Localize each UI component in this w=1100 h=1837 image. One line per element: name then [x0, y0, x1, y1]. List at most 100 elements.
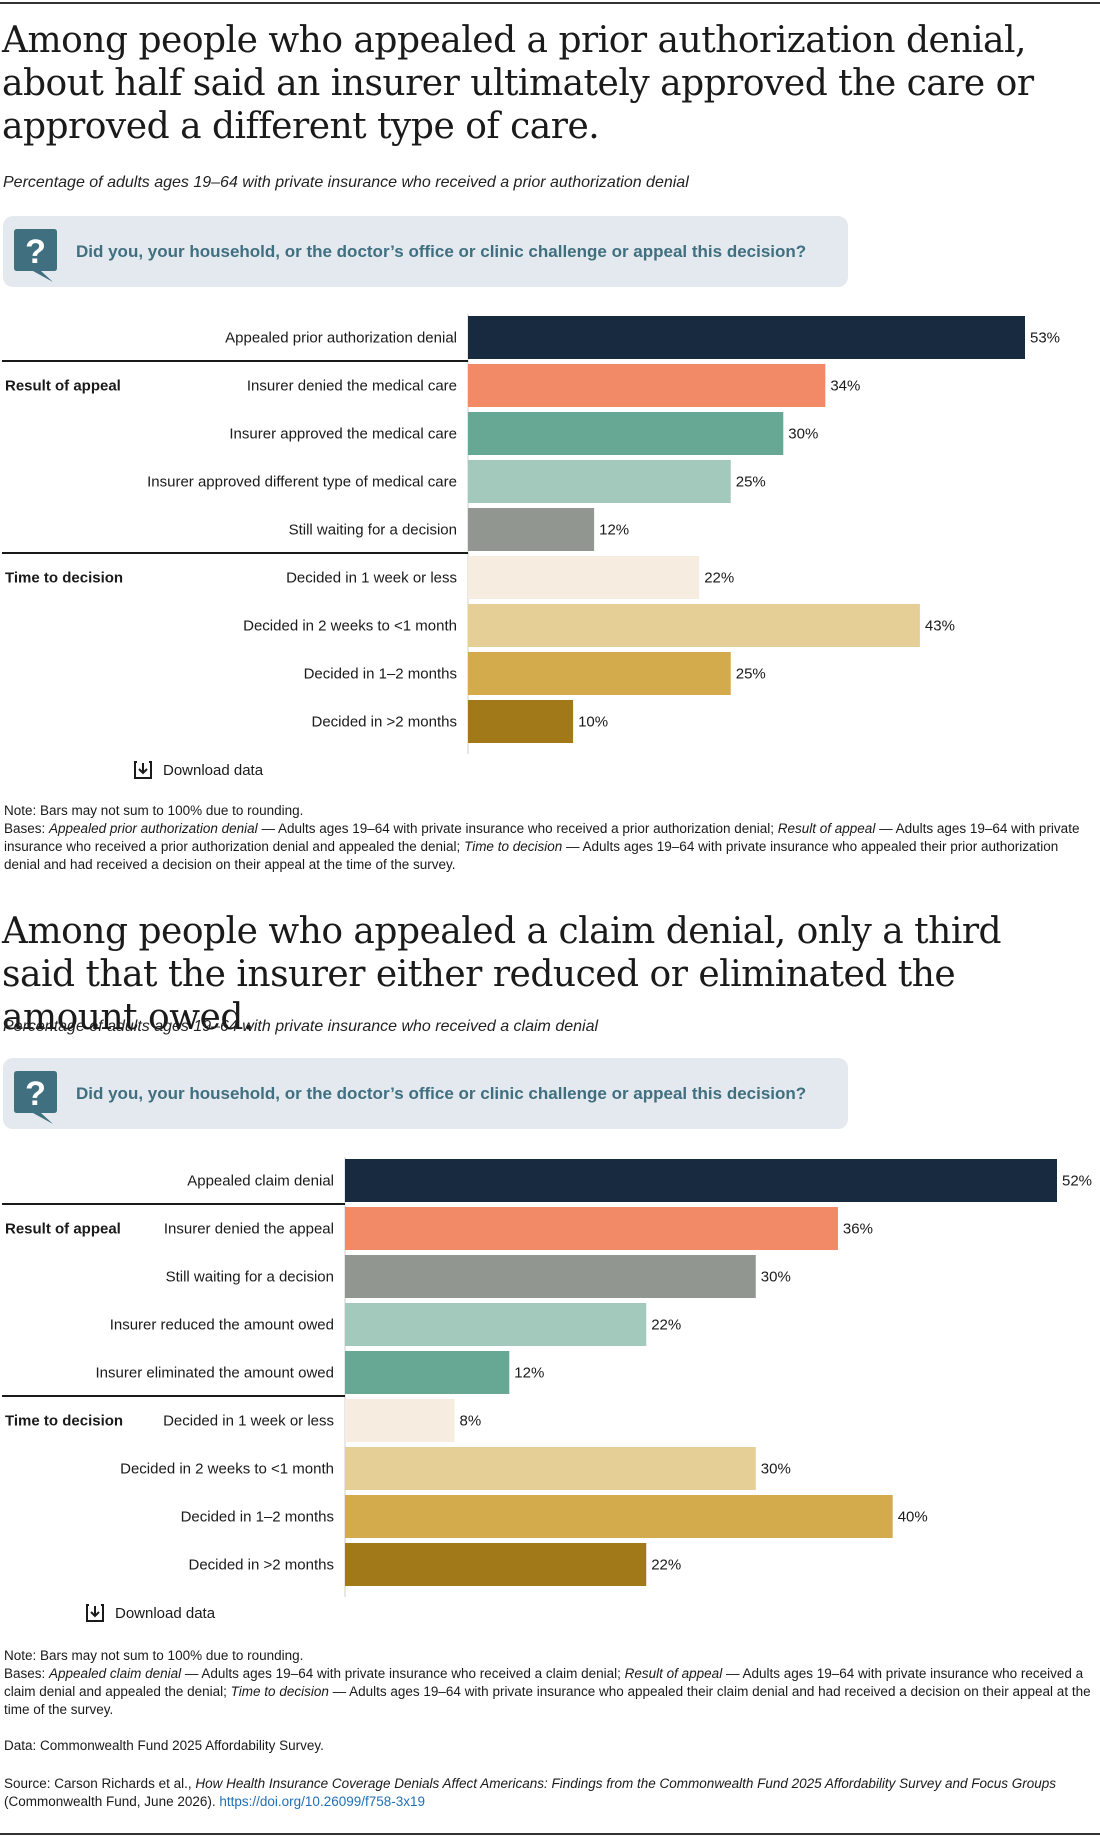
figure-1-note-text: Note: Bars may not sum to 100% due to ro…: [4, 803, 304, 818]
source-citation: Source: Carson Richards et al., How Heal…: [4, 1775, 1094, 1811]
figure-2-title: Among people who appealed a claim denial…: [2, 911, 1002, 1038]
figure-2-chart-svg: Appealed claim denial 52% Insurer denied t…: [2, 1157, 1092, 1597]
download-icon: [86, 1604, 104, 1622]
bases-term: Appealed prior authorization denial: [49, 821, 258, 836]
group-label: Time to decision: [5, 1413, 123, 1430]
source-title: How Health Insurance Coverage Denials Af…: [195, 1776, 1057, 1791]
bases-prefix: Bases:: [4, 821, 50, 836]
bases-term: Appealed claim denial: [49, 1666, 182, 1681]
bar: [468, 508, 595, 551]
source-suffix: (Commonwealth Fund, June 2026).: [4, 1794, 220, 1809]
category-label: Decided in 2 weeks to <1 month: [120, 1461, 334, 1478]
bases-term: Result of appeal: [777, 821, 876, 836]
data-label: 22%: [651, 1317, 681, 1334]
download-icon: [134, 761, 152, 779]
bases-text: — Adults ages 19–64 with private insuran…: [4, 821, 1080, 854]
figure-1-question-text: Did you, your household, or the doctor’s…: [76, 242, 807, 261]
group-label: Result of appeal: [5, 378, 121, 395]
bases-text: — Adults ages 19–64 with private insuran…: [4, 1684, 1091, 1717]
data-label: 22%: [651, 1557, 681, 1574]
figure-2-download-label: Download data: [115, 1604, 216, 1622]
bar: [345, 1303, 647, 1346]
bottom-rule: [0, 1833, 1100, 1835]
figure-1-bases: Bases: Appealed prior authorization deni…: [4, 820, 1094, 874]
data-label: 53%: [1030, 330, 1060, 347]
group-label: Time to decision: [5, 570, 123, 587]
svg-text:?: ?: [25, 233, 46, 271]
category-label: Insurer reduced the amount owed: [110, 1317, 334, 1334]
figure-1-download-button[interactable]: Download data: [133, 760, 263, 780]
bases-term: Time to decision: [464, 839, 563, 854]
figure-1-download-label: Download data: [163, 761, 264, 779]
figure-2-bases: Bases: Appealed claim denial — Adults ag…: [4, 1665, 1094, 1719]
category-label: Insurer denied the appeal: [164, 1221, 334, 1238]
data-label: 43%: [925, 618, 955, 635]
category-label: Decided in 2 weeks to <1 month: [243, 618, 457, 635]
bar: [345, 1399, 455, 1442]
figure-1-chart: Appealed prior authorization denial 53% In…: [0, 314, 1100, 754]
data-label: 52%: [1062, 1173, 1092, 1190]
category-label: Decided in 1 week or less: [286, 570, 457, 587]
data-label: 25%: [736, 666, 766, 683]
category-label: Decided in 1 week or less: [163, 1413, 334, 1430]
bases-prefix: Bases:: [4, 1666, 50, 1681]
data-label: 12%: [599, 522, 629, 539]
figure-1-question-box: ? Did you, your household, or the doctor…: [3, 216, 848, 287]
figure-2-note: Note: Bars may not sum to 100% due to ro…: [4, 1647, 1094, 1719]
data-label: 30%: [761, 1269, 791, 1286]
bar: [468, 460, 731, 503]
data-label: 12%: [514, 1365, 544, 1382]
svg-text:?: ?: [25, 1075, 46, 1113]
bases-text: — Adults ages 19–64 with private insuran…: [257, 821, 778, 836]
category-label: Still waiting for a decision: [289, 522, 457, 539]
question-icon: ?: [14, 229, 57, 282]
bar: [345, 1495, 893, 1538]
figure-2-download-button[interactable]: Download data: [85, 1603, 215, 1623]
category-label: Insurer approved different type of medic…: [147, 474, 457, 491]
figure-2-question-box: ? Did you, your household, or the doctor…: [3, 1058, 848, 1129]
group-label: Result of appeal: [5, 1221, 121, 1238]
category-label: Insurer denied the medical care: [247, 378, 457, 395]
figure-2-chart: Appealed claim denial 52% Insurer denied t…: [0, 1157, 1100, 1597]
category-label: Insurer eliminated the amount owed: [96, 1365, 334, 1382]
category-label: Decided in 1–2 months: [181, 1509, 334, 1526]
category-label: Decided in >2 months: [188, 1557, 334, 1574]
figure-2-question-text: Did you, your household, or the doctor’s…: [76, 1084, 807, 1103]
data-label: 22%: [704, 570, 734, 587]
source-doi-link[interactable]: https://doi.org/10.26099/f758-3x19: [219, 1794, 426, 1809]
bar: [345, 1543, 647, 1586]
bases-term: Result of appeal: [624, 1666, 723, 1681]
bar: [345, 1207, 838, 1250]
bar: [345, 1447, 756, 1490]
source-prefix: Source: Carson Richards et al.,: [4, 1776, 196, 1791]
data-label: 10%: [578, 714, 608, 731]
figure-1-subtitle: Percentage of adults ages 19–64 with pri…: [3, 174, 689, 191]
top-rule: [0, 2, 1100, 4]
bar: [345, 1159, 1057, 1202]
figure-1-chart-svg: Appealed prior authorization denial 53% In…: [2, 314, 1060, 754]
category-label: Decided in 1–2 months: [304, 666, 457, 683]
category-label: Appealed claim denial: [187, 1173, 334, 1190]
data-label: 8%: [460, 1413, 482, 1430]
bar: [345, 1351, 510, 1394]
bases-term: Time to decision: [230, 1684, 329, 1699]
figure-2-note-text: Note: Bars may not sum to 100% due to ro…: [4, 1648, 304, 1663]
figure-1-note: Note: Bars may not sum to 100% due to ro…: [4, 802, 1094, 874]
bar: [468, 412, 784, 455]
question-icon: ?: [14, 1071, 57, 1124]
category-label: Decided in >2 months: [311, 714, 457, 731]
bases-text: — Adults ages 19–64 with private insuran…: [181, 1666, 625, 1681]
data-label: 40%: [898, 1509, 928, 1526]
category-label: Still waiting for a decision: [166, 1269, 334, 1286]
bar: [468, 652, 731, 695]
data-source: Data: Commonwealth Fund 2025 Affordabili…: [4, 1738, 324, 1753]
bar: [468, 316, 1025, 359]
category-label: Appealed prior authorization denial: [225, 330, 457, 347]
data-label: 25%: [736, 474, 766, 491]
bar: [468, 604, 920, 647]
data-label: 30%: [761, 1461, 791, 1478]
bar: [468, 556, 700, 599]
category-label: Insurer approved the medical care: [229, 426, 457, 443]
data-label: 36%: [843, 1221, 873, 1238]
figure-2-subtitle: Percentage of adults ages 19–64 with pri…: [3, 1018, 599, 1035]
